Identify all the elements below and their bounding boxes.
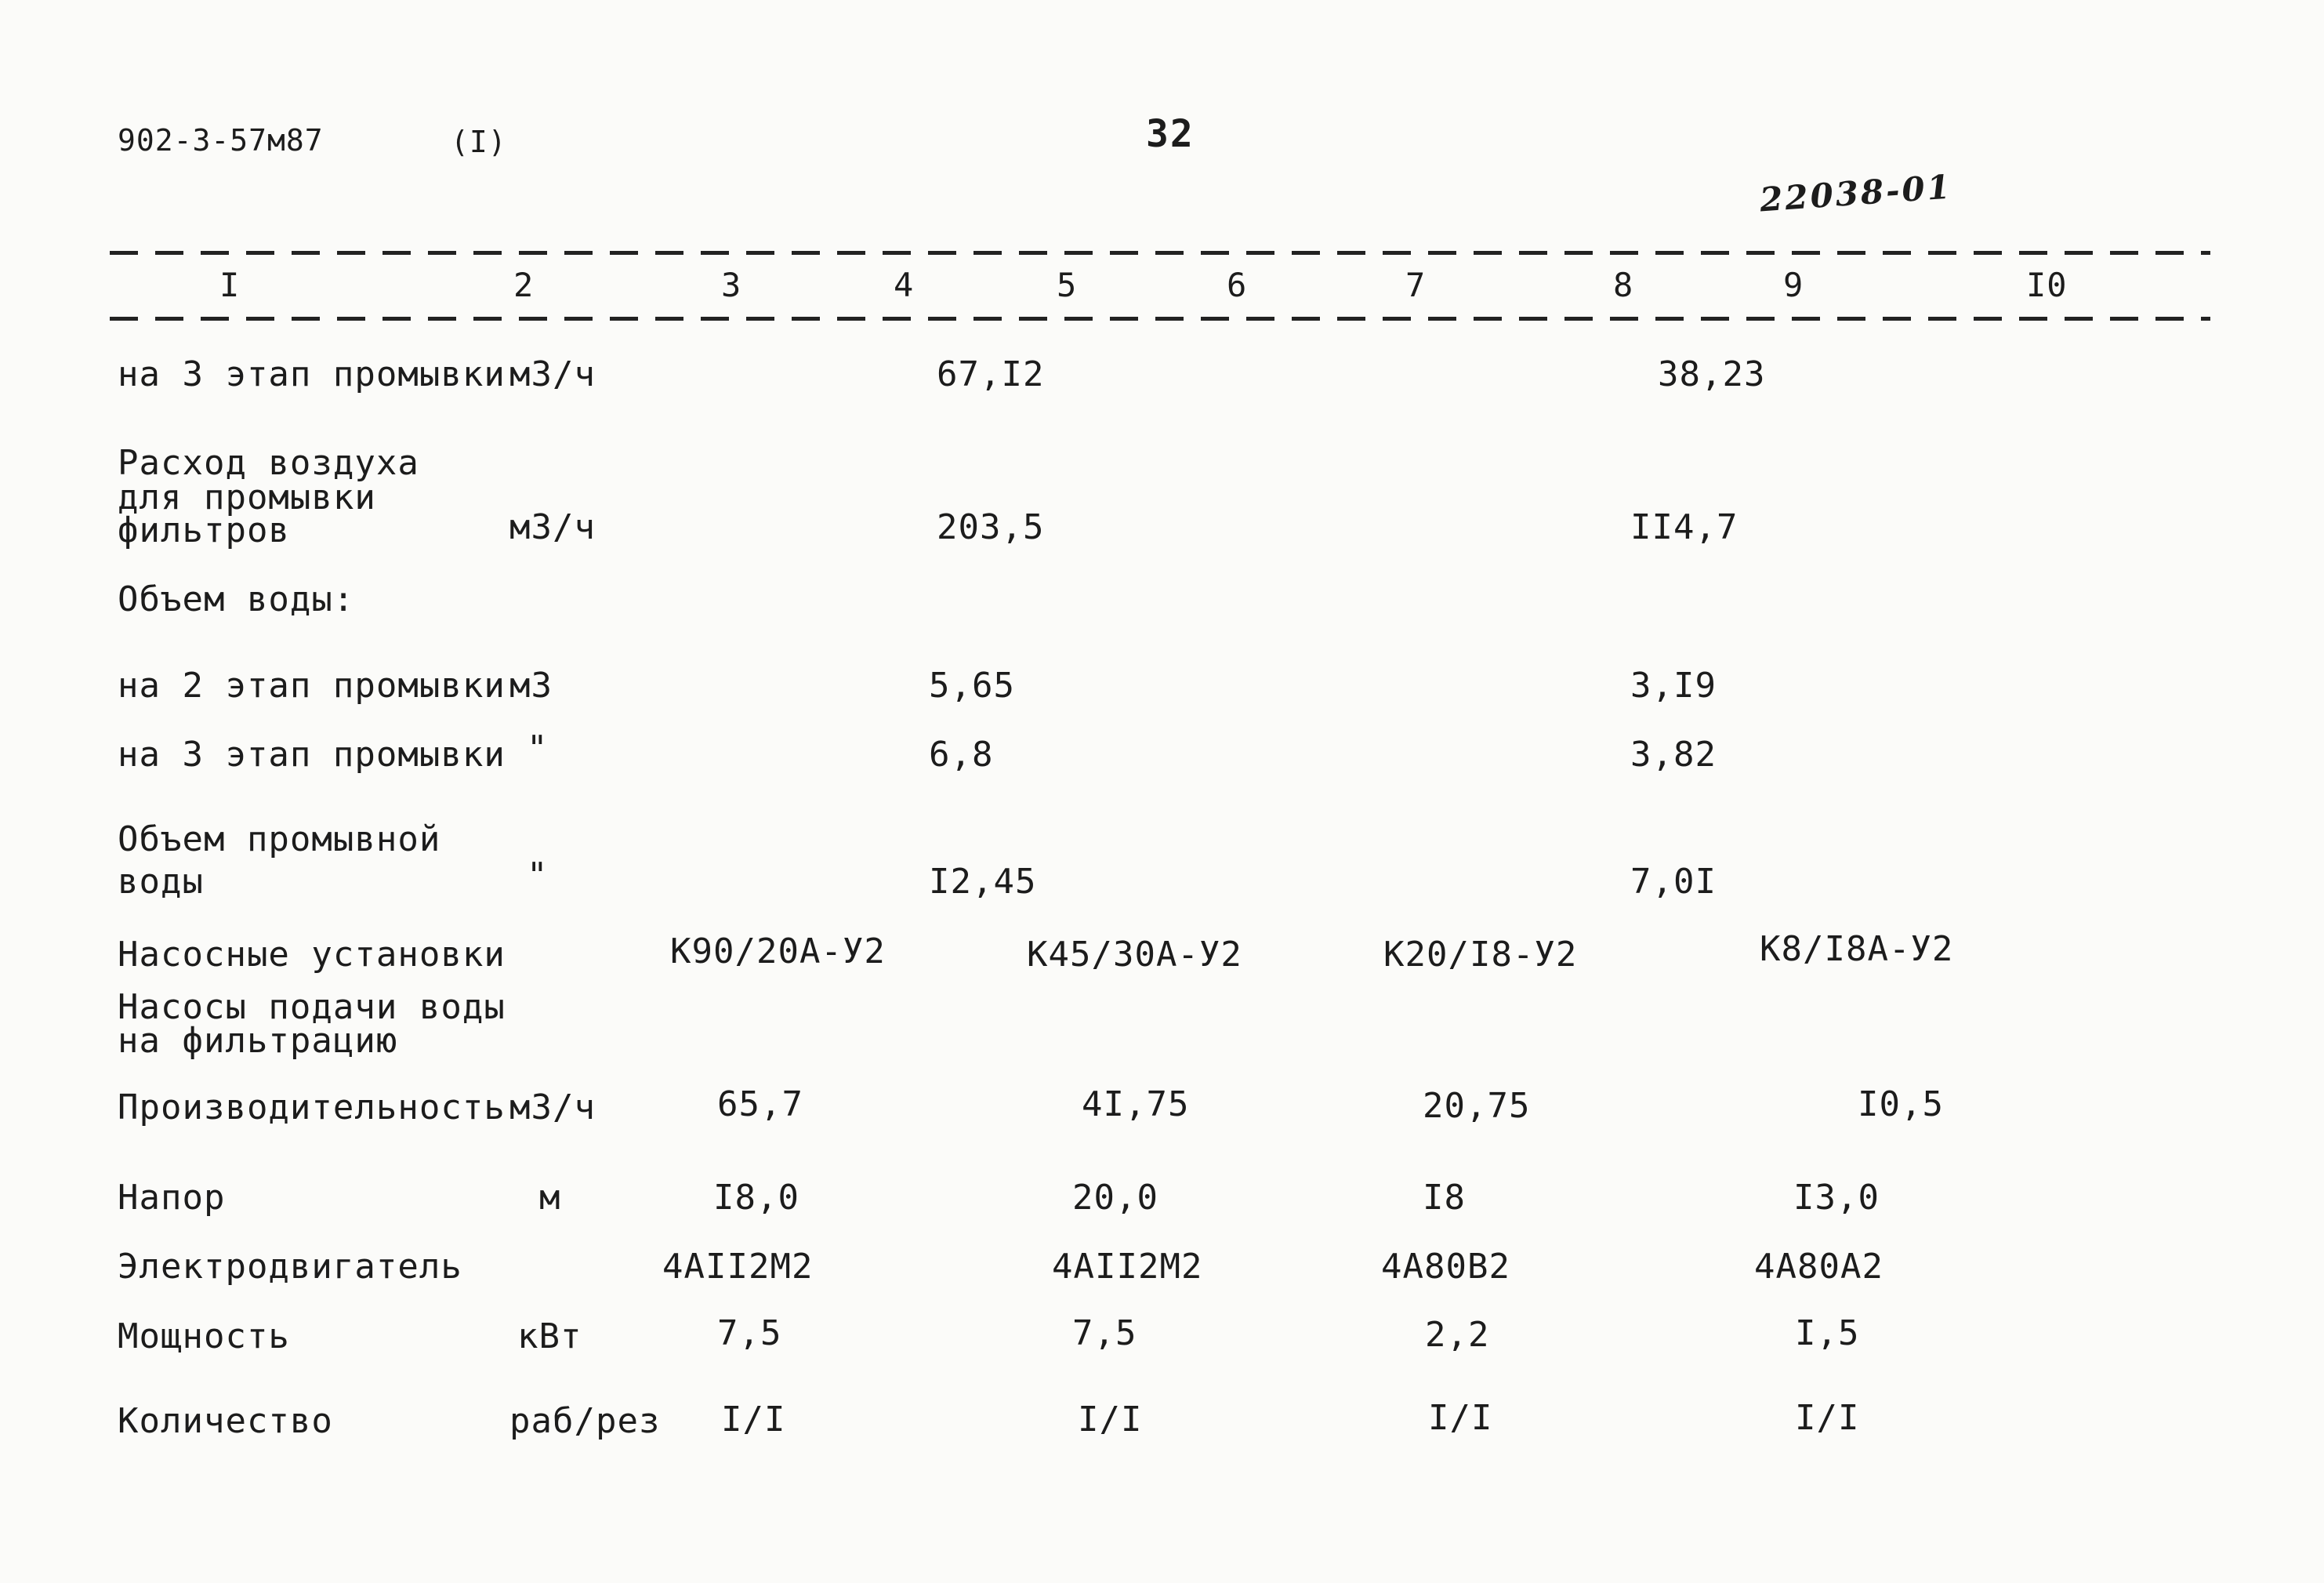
row-label-line: Объем промывной — [118, 819, 441, 859]
row-label: на 2 этап промывки — [118, 666, 506, 706]
value-cell: I/I — [721, 1400, 786, 1440]
value-cell: I/I — [1078, 1400, 1143, 1440]
value-cell: I0,5 — [1858, 1084, 1944, 1124]
copy-mark: (I) — [451, 125, 507, 159]
value-cell: 5,65 — [929, 666, 1015, 706]
value-cell: К8/I8А-У2 — [1760, 929, 1954, 969]
value-cell: 7,5 — [717, 1313, 782, 1353]
row-label: Производительность — [118, 1087, 506, 1127]
value-cell: 65,7 — [717, 1084, 803, 1124]
handwritten-code: 22038-01 — [1758, 167, 1954, 220]
value-cell: I,5 — [1795, 1313, 1860, 1353]
value-cell: 4АII2М2 — [662, 1247, 814, 1287]
row-label: Электродвигатель — [118, 1247, 462, 1287]
value-cell: 4I,75 — [1082, 1084, 1190, 1124]
value-cell: I8,0 — [713, 1178, 799, 1218]
unit-cell: м3/ч — [509, 1087, 596, 1127]
unit-cell: раб/рез — [509, 1401, 661, 1441]
value-cell: I3,0 — [1793, 1178, 1880, 1218]
value-cell: I8 — [1423, 1178, 1466, 1218]
column-number-1: I — [219, 266, 241, 304]
column-number-6: 6 — [1227, 266, 1248, 304]
value-cell: II4,7 — [1630, 507, 1738, 547]
table-rule-top — [110, 251, 2210, 255]
value-cell: 4А80А2 — [1754, 1247, 1883, 1287]
section-label: Объем воды: — [118, 579, 355, 619]
unit-cell: м3 — [509, 666, 553, 706]
unit-cell: м3/ч — [509, 507, 596, 547]
value-cell: 7,0I — [1630, 862, 1717, 902]
row-label-line: фильтров — [118, 510, 290, 550]
value-cell: I/I — [1428, 1398, 1493, 1438]
value-cell: 67,I2 — [937, 354, 1045, 394]
column-number-7: 7 — [1405, 266, 1427, 304]
value-cell: 4А80В2 — [1381, 1247, 1510, 1287]
page-number: 32 — [1146, 112, 1195, 156]
row-label-line: на фильтрацию — [118, 1021, 398, 1061]
value-cell: К90/20А-У2 — [670, 931, 886, 971]
value-cell: 203,5 — [937, 507, 1045, 547]
value-cell: К45/30А-У2 — [1027, 935, 1242, 975]
column-number-3: 3 — [721, 266, 742, 304]
unit-cell: кВт — [517, 1316, 582, 1356]
value-cell: 4АII2М2 — [1052, 1247, 1203, 1287]
value-cell: 20,75 — [1423, 1086, 1531, 1126]
column-number-10: I0 — [2026, 266, 2068, 304]
column-number-4: 4 — [894, 266, 915, 304]
value-cell: 20,0 — [1072, 1178, 1158, 1218]
column-number-9: 9 — [1783, 266, 1804, 304]
row-label: Напор — [118, 1178, 226, 1218]
value-cell: 6,8 — [929, 735, 994, 775]
table-rule-bottom — [110, 317, 2210, 321]
row-label-line: для промывки — [118, 477, 376, 517]
unit-cell: м — [539, 1178, 561, 1218]
row-label: Насосные установки — [118, 935, 506, 975]
value-cell: 2,2 — [1425, 1315, 1490, 1355]
doc-number: 902-3-57м87 — [118, 123, 324, 158]
value-cell: 3,I9 — [1630, 666, 1717, 706]
value-cell: I2,45 — [929, 862, 1037, 902]
value-cell: 7,5 — [1072, 1313, 1137, 1353]
row-label: Мощность — [118, 1316, 290, 1356]
row-label-line: Насосы подачи воды — [118, 987, 506, 1027]
row-label: Количество — [118, 1401, 333, 1441]
value-cell: 3,82 — [1630, 735, 1717, 775]
unit-cell: м3/ч — [509, 354, 596, 394]
row-label-line: воды — [118, 862, 204, 902]
column-number-8: 8 — [1613, 266, 1634, 304]
column-number-5: 5 — [1057, 266, 1078, 304]
row-label: на 3 этап промывки — [118, 354, 506, 394]
row-label-line: Расход воздуха — [118, 443, 419, 483]
column-number-2: 2 — [513, 266, 535, 304]
value-cell: 38,23 — [1658, 354, 1766, 394]
row-label: на 3 этап промывки — [118, 735, 506, 775]
unit-ditto-mark: " — [527, 855, 549, 895]
value-cell: К20/I8-У2 — [1383, 935, 1578, 975]
value-cell: I/I — [1795, 1398, 1860, 1438]
unit-ditto-mark: " — [527, 728, 549, 768]
